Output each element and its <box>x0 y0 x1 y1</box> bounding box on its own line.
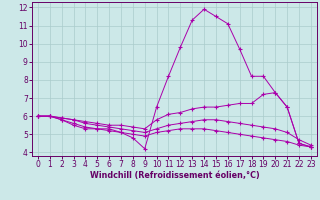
X-axis label: Windchill (Refroidissement éolien,°C): Windchill (Refroidissement éolien,°C) <box>90 171 259 180</box>
